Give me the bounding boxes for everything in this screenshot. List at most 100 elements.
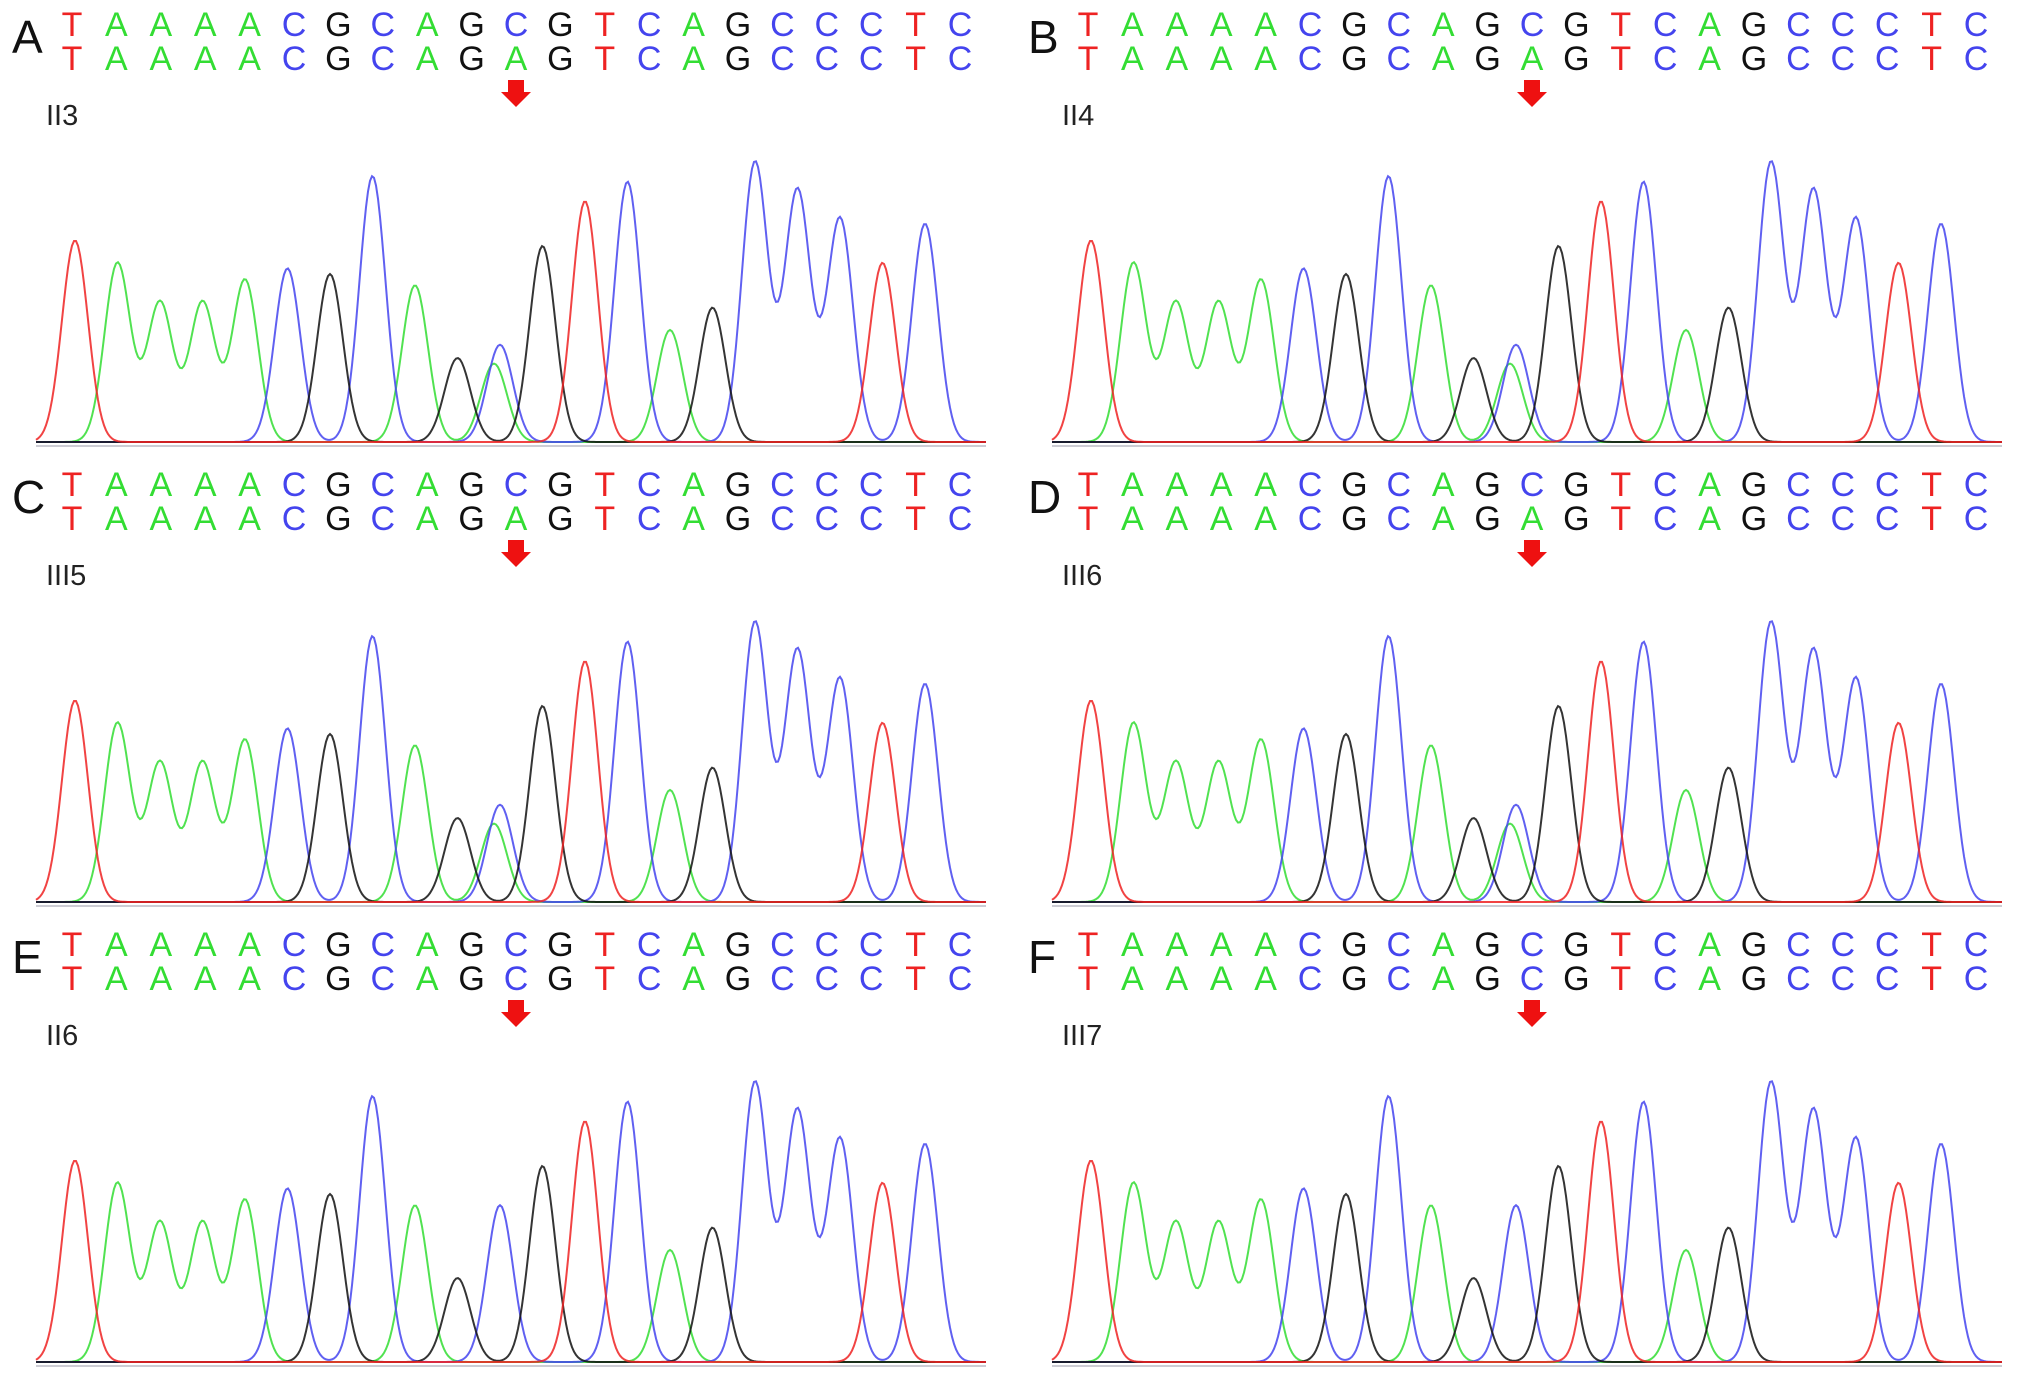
base-bottom-14: A xyxy=(682,40,705,78)
base-top-9: G xyxy=(1474,926,1501,964)
base-bottom-16: C xyxy=(770,500,795,538)
base-bottom-0: T xyxy=(61,500,83,538)
base-top-11: G xyxy=(547,6,574,44)
base-bottom-9: G xyxy=(1474,960,1501,998)
base-bottom-20: C xyxy=(947,960,973,998)
base-top-15: G xyxy=(1740,6,1768,44)
base-bottom-15: G xyxy=(724,960,752,998)
base-top-13: C xyxy=(1652,6,1678,44)
base-top-8: A xyxy=(1431,926,1455,964)
base-top-16: C xyxy=(770,6,795,44)
base-top-20: C xyxy=(1963,6,1989,44)
base-top-20: C xyxy=(947,926,973,964)
base-top-11: G xyxy=(1563,6,1590,44)
sample-label: II4 xyxy=(1062,100,1095,132)
trace-c xyxy=(36,620,986,903)
base-top-15: G xyxy=(1740,926,1768,964)
base-top-13: C xyxy=(1652,466,1678,504)
base-top-18: C xyxy=(858,466,884,504)
base-bottom-13: C xyxy=(1652,960,1678,998)
base-bottom-16: C xyxy=(1786,500,1811,538)
base-bottom-3: A xyxy=(193,40,217,78)
base-bottom-6: G xyxy=(1341,40,1368,78)
base-bottom-4: A xyxy=(1254,960,1277,998)
base-bottom-12: T xyxy=(594,960,616,998)
base-top-2: A xyxy=(149,466,173,504)
base-bottom-2: A xyxy=(149,500,173,538)
mutation-arrow-icon xyxy=(501,1000,531,1027)
base-bottom-18: C xyxy=(1874,500,1900,538)
base-bottom-3: A xyxy=(193,960,217,998)
base-top-7: C xyxy=(370,926,396,964)
base-top-17: C xyxy=(1830,6,1856,44)
base-top-10: C xyxy=(1519,6,1545,44)
base-bottom-16: C xyxy=(770,960,795,998)
mutation-arrow-icon xyxy=(1517,540,1547,567)
panel-letter: D xyxy=(1028,471,1062,523)
base-bottom-5: C xyxy=(1297,960,1323,998)
base-top-5: C xyxy=(281,6,307,44)
base-bottom-7: C xyxy=(370,40,396,78)
base-top-8: A xyxy=(415,926,439,964)
base-bottom-5: C xyxy=(1297,40,1323,78)
base-top-7: C xyxy=(1386,6,1412,44)
base-top-0: T xyxy=(1077,6,1099,44)
base-bottom-4: A xyxy=(1254,40,1277,78)
base-bottom-20: C xyxy=(947,40,973,78)
trace-a xyxy=(1052,260,2002,443)
base-bottom-6: G xyxy=(1341,500,1368,538)
base-bottom-8: A xyxy=(415,960,439,998)
base-bottom-15: G xyxy=(1740,500,1768,538)
base-top-8: A xyxy=(415,6,439,44)
base-top-6: G xyxy=(1341,6,1368,44)
base-top-1: A xyxy=(105,466,128,504)
base-bottom-14: A xyxy=(682,500,705,538)
base-bottom-14: A xyxy=(1698,960,1721,998)
base-top-17: C xyxy=(1830,926,1856,964)
base-bottom-19: T xyxy=(1921,500,1942,538)
base-top-2: A xyxy=(149,926,173,964)
base-bottom-0: T xyxy=(1077,500,1099,538)
base-top-7: C xyxy=(1386,926,1412,964)
base-top-10: C xyxy=(1519,926,1545,964)
chromatogram xyxy=(35,620,986,907)
panel-letter: B xyxy=(1028,11,1059,63)
base-bottom-6: G xyxy=(325,960,352,998)
base-bottom-3: A xyxy=(1209,960,1233,998)
base-bottom-17: C xyxy=(1830,40,1856,78)
base-bottom-17: C xyxy=(814,960,840,998)
base-top-10: C xyxy=(503,6,529,44)
base-bottom-10: A xyxy=(504,40,528,78)
base-top-1: A xyxy=(1121,926,1144,964)
base-top-4: A xyxy=(238,466,261,504)
trace-t xyxy=(35,1120,986,1363)
trace-c xyxy=(36,1080,986,1363)
trace-t xyxy=(1051,200,2002,443)
mutation-arrow-icon xyxy=(1517,1000,1547,1027)
base-top-4: A xyxy=(238,926,261,964)
base-bottom-7: C xyxy=(370,960,396,998)
base-bottom-7: C xyxy=(370,500,396,538)
trace-c xyxy=(1052,620,2002,903)
base-bottom-5: C xyxy=(281,40,307,78)
base-bottom-18: C xyxy=(1874,960,1900,998)
base-top-4: A xyxy=(1254,466,1277,504)
trace-a xyxy=(36,260,986,443)
base-bottom-3: A xyxy=(1209,500,1233,538)
mutation-arrow-icon xyxy=(1517,80,1547,107)
base-top-1: A xyxy=(1121,6,1144,44)
base-top-12: T xyxy=(594,6,616,44)
base-bottom-19: T xyxy=(1921,960,1942,998)
base-bottom-17: C xyxy=(1830,960,1856,998)
base-top-6: G xyxy=(1341,926,1368,964)
base-top-16: C xyxy=(770,926,795,964)
base-top-7: C xyxy=(1386,466,1412,504)
base-top-15: G xyxy=(724,466,752,504)
base-bottom-11: G xyxy=(1563,40,1590,78)
base-top-14: A xyxy=(682,466,705,504)
